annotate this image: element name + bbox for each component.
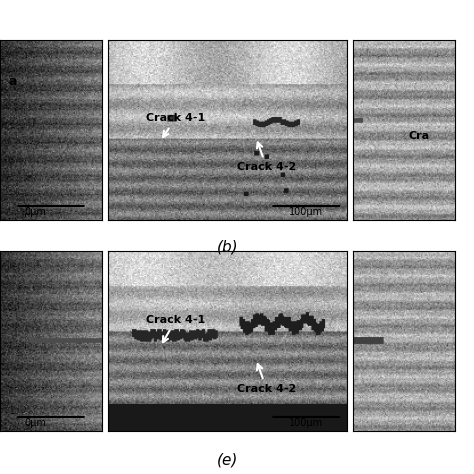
- Text: a: a: [8, 75, 17, 88]
- Text: 0μm: 0μm: [25, 418, 46, 428]
- Text: 100μm: 100μm: [289, 418, 323, 428]
- Text: Crack 4-2: Crack 4-2: [237, 142, 296, 172]
- Text: Cra: Cra: [409, 131, 430, 141]
- Text: 100μm: 100μm: [289, 207, 323, 217]
- Text: (e): (e): [217, 453, 238, 468]
- Text: Crack 4-2: Crack 4-2: [237, 364, 296, 394]
- Text: Crack 4-1: Crack 4-1: [146, 315, 205, 342]
- Text: Crack 4-1: Crack 4-1: [146, 113, 205, 137]
- Text: (b): (b): [217, 239, 238, 255]
- Text: 0μm: 0μm: [25, 207, 46, 217]
